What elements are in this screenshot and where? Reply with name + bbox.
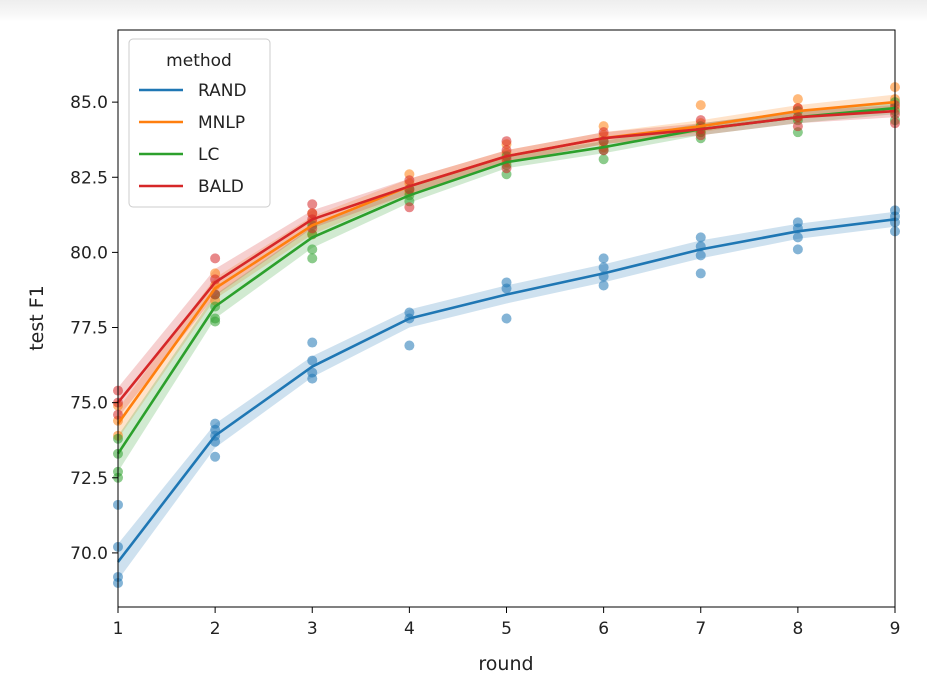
rand-data-point: [307, 367, 318, 378]
rand-data-point: [404, 307, 415, 318]
y-tick-label: 77.5: [70, 319, 108, 339]
legend-label-lc: LC: [198, 145, 219, 165]
rand-data-point: [598, 262, 609, 273]
rand-data-point: [598, 253, 609, 264]
rand-data-point: [598, 280, 609, 291]
legend: method RAND MNLP LC BALD: [128, 38, 271, 208]
x-tick-label: 8: [792, 619, 803, 639]
x-tick-label: 6: [598, 619, 609, 639]
legend-box: [128, 38, 271, 208]
bald-data-point: [501, 145, 512, 156]
x-axis-ticks: 1 2 3 4 5 6 7 8 9: [113, 607, 901, 639]
rand-data-point: [792, 244, 803, 255]
x-tick-label: 1: [113, 619, 124, 639]
bald-data-point: [404, 175, 415, 186]
rand-data-point: [695, 250, 706, 261]
bald-data-point: [210, 253, 221, 264]
y-tick-label: 70.0: [70, 544, 108, 564]
lc-data-point: [598, 154, 609, 165]
y-axis-ticks: 70.0 72.5 75.0 77.5 80.0 82.5 85.0: [70, 93, 118, 564]
rand-data-point: [307, 337, 318, 348]
y-axis-label: test F1: [26, 285, 48, 351]
rand-data-point: [210, 451, 221, 462]
rand-data-point: [695, 232, 706, 243]
window-top-bar: [0, 0, 927, 22]
rand-data-point: [501, 313, 512, 324]
x-tick-label: 4: [404, 619, 415, 639]
rand-data-point: [792, 217, 803, 228]
x-tick-label: 9: [890, 619, 901, 639]
rand-data-point: [792, 232, 803, 243]
bald-data-point: [792, 121, 803, 132]
rand-line: [116, 218, 896, 563]
rand-data-point: [210, 418, 221, 429]
bald-data-point: [307, 208, 318, 219]
rand-data-point: [404, 340, 415, 351]
y-tick-label: 72.5: [70, 469, 108, 489]
x-tick-label: 5: [501, 619, 512, 639]
bald-data-point: [695, 115, 706, 126]
legend-label-bald: BALD: [198, 177, 244, 197]
x-axis-label: round: [478, 653, 533, 675]
rand-data-point: [307, 355, 318, 366]
y-tick-label: 82.5: [70, 168, 108, 188]
mnlp-data-point: [792, 94, 803, 105]
y-tick-label: 85.0: [70, 93, 108, 113]
lc-data-point: [210, 313, 221, 324]
bald-data-point: [307, 199, 318, 210]
bald-data-point: [598, 127, 609, 138]
y-tick-label: 75.0: [70, 394, 108, 414]
bald-data-point: [501, 163, 512, 174]
x-tick-label: 3: [307, 619, 318, 639]
x-tick-label: 7: [695, 619, 706, 639]
lc-data-point: [307, 253, 318, 264]
rand-data-point: [695, 268, 706, 279]
legend-label-mnlp: MNLP: [198, 113, 245, 133]
mnlp-data-point: [695, 100, 706, 111]
legend-title: method: [166, 51, 232, 71]
lc-data-point: [307, 244, 318, 255]
series-lines: [116, 100, 896, 563]
legend-label-rand: RAND: [198, 81, 247, 101]
x-tick-label: 2: [210, 619, 221, 639]
rand-data-point: [501, 277, 512, 288]
bald-line: [116, 109, 896, 404]
y-tick-label: 80.0: [70, 243, 108, 263]
bald-data-point: [404, 202, 415, 213]
bald-data-point: [501, 136, 512, 147]
